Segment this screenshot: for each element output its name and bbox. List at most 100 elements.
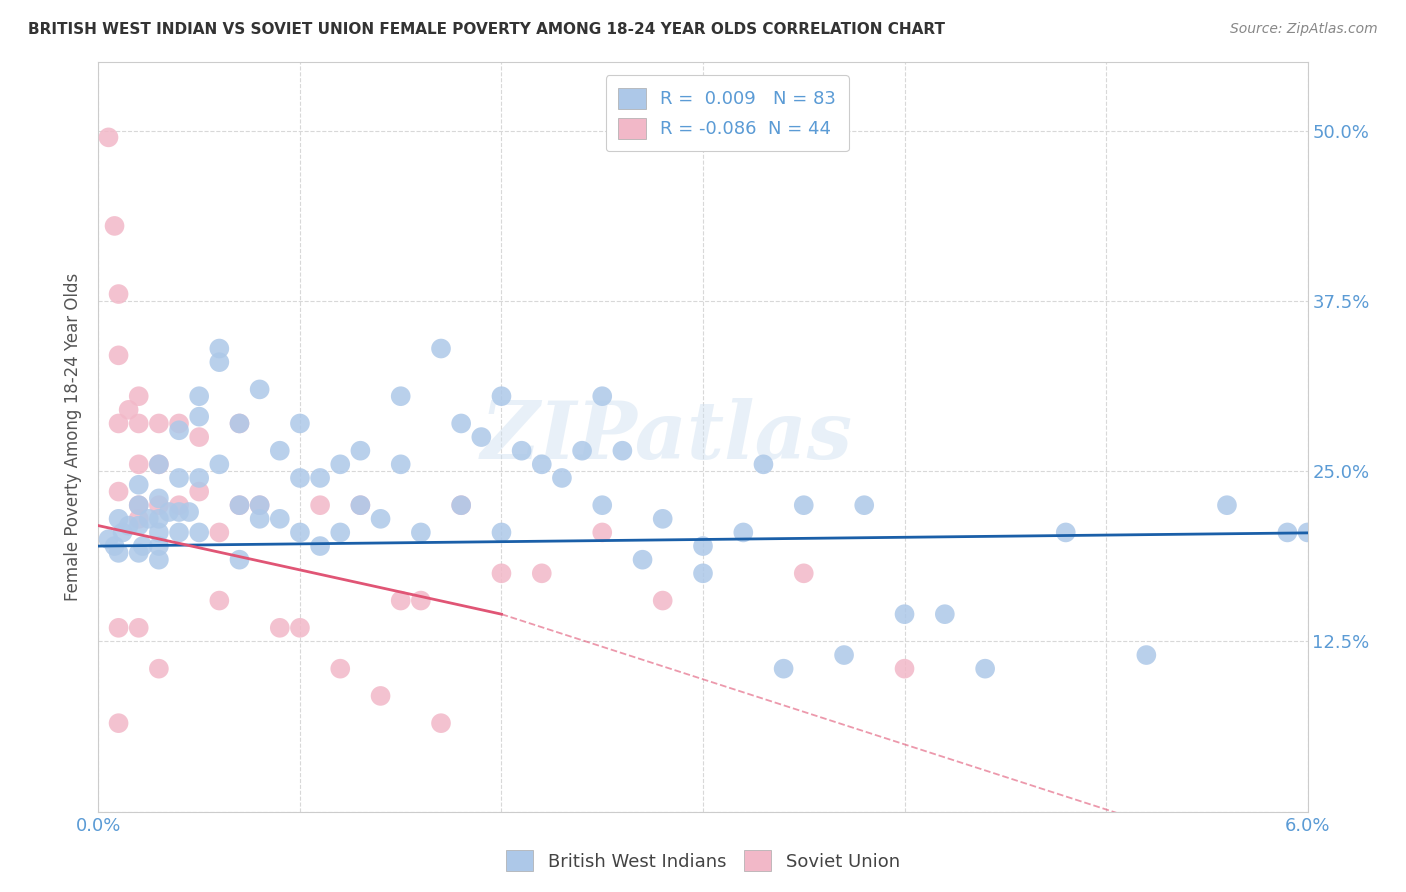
Point [228,417,250,431]
Point [491,566,513,581]
Point [309,539,332,553]
Point [893,662,915,676]
Point [269,512,291,526]
Point [430,716,453,731]
Point [208,525,231,540]
Point [450,498,472,512]
Point [128,518,150,533]
Point [148,458,170,472]
Point [934,607,956,622]
Point [107,546,129,560]
Point [752,458,775,472]
Point [450,498,472,512]
Point [530,566,553,581]
Point [107,417,129,431]
Point [228,498,250,512]
Point [103,219,125,233]
Point [551,471,574,485]
Point [128,458,150,472]
Point [491,525,513,540]
Point [157,505,180,519]
Point [118,402,141,417]
Point [612,443,634,458]
Point [591,525,613,540]
Point [228,552,250,566]
Point [269,443,291,458]
Point [107,348,129,362]
Point [288,417,311,431]
Point [491,389,513,403]
Point [188,471,211,485]
Point [188,484,211,499]
Point [148,491,170,506]
Point [893,607,915,622]
Point [733,525,755,540]
Point [249,498,271,512]
Point [107,716,129,731]
Point [167,423,190,437]
Point [1216,498,1239,512]
Point [409,525,432,540]
Text: ZIPatlas: ZIPatlas [481,399,853,475]
Point [288,471,311,485]
Point [692,539,714,553]
Point [167,471,190,485]
Point [148,417,170,431]
Point [128,498,150,512]
Point [188,525,211,540]
Point [249,498,271,512]
Point [510,443,533,458]
Y-axis label: Female Poverty Among 18-24 Year Olds: Female Poverty Among 18-24 Year Olds [65,273,83,601]
Point [329,662,352,676]
Text: Source: ZipAtlas.com: Source: ZipAtlas.com [1230,22,1378,37]
Point [832,648,855,662]
Point [692,566,714,581]
Point [148,525,170,540]
Point [148,512,170,526]
Point [228,498,250,512]
Point [793,498,815,512]
Point [430,342,453,356]
Point [128,417,150,431]
Point [103,539,125,553]
Point [470,430,492,444]
Point [188,430,211,444]
Point [128,512,150,526]
Point [97,130,120,145]
Point [138,512,160,526]
Point [167,417,190,431]
Point [389,389,412,403]
Legend: British West Indians, Soviet Union: British West Indians, Soviet Union [499,843,907,879]
Point [974,662,997,676]
Text: BRITISH WEST INDIAN VS SOVIET UNION FEMALE POVERTY AMONG 18-24 YEAR OLDS CORRELA: BRITISH WEST INDIAN VS SOVIET UNION FEMA… [28,22,945,37]
Point [853,498,876,512]
Point [107,512,129,526]
Point [1054,525,1077,540]
Point [128,546,150,560]
Point [288,525,311,540]
Point [793,566,815,581]
Point [208,593,231,607]
Point [651,593,673,607]
Point [1277,525,1299,540]
Point [591,389,613,403]
Point [288,621,311,635]
Point [1296,525,1319,540]
Point [409,593,432,607]
Point [148,539,170,553]
Point [128,621,150,635]
Point [148,498,170,512]
Point [370,512,392,526]
Point [571,443,593,458]
Point [107,484,129,499]
Point [269,621,291,635]
Point [208,458,231,472]
Point [309,498,332,512]
Point [208,355,231,369]
Point [651,512,673,526]
Legend: R =  0.009   N = 83, R = -0.086  N = 44: R = 0.009 N = 83, R = -0.086 N = 44 [606,75,849,152]
Point [530,458,553,472]
Point [97,533,120,547]
Point [148,552,170,566]
Point [208,342,231,356]
